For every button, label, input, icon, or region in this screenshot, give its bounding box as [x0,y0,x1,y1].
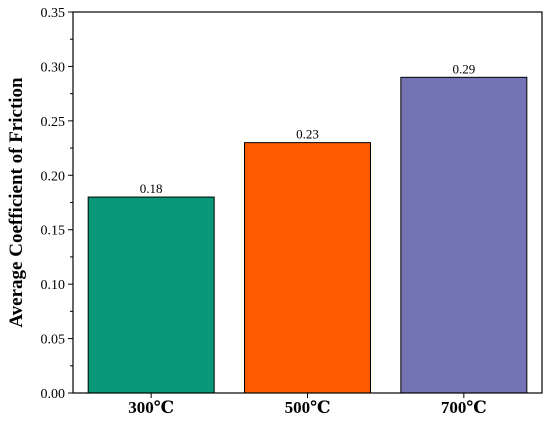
data-label-2: 0.29 [452,61,475,76]
data-label-1: 0.23 [296,127,319,142]
bar-0 [87,196,215,394]
y-tick-label-6: 0.30 [41,60,66,75]
data-label-0: 0.18 [140,181,163,196]
y-axis: 0.00 0.05 0.10 0.15 0.20 0.25 0.30 0.35 [41,6,73,402]
x-tick-label-0: 300℃ [128,398,174,417]
y-axis-title: Average Coefficient of Friction [6,77,27,328]
y-tick-label-3: 0.15 [41,224,66,239]
y-tick-label-7: 0.35 [41,6,66,21]
y-tick-label-2: 0.10 [41,278,66,293]
x-tick-label-1: 500℃ [285,398,331,417]
x-tick-label-2: 700℃ [441,398,487,417]
y-tick-label-5: 0.25 [41,115,66,130]
x-axis: 300℃ 500℃ 700℃ [128,393,487,417]
y-tick-label-0: 0.00 [41,387,66,402]
y-tick-label-4: 0.20 [41,169,66,184]
y-tick-label-1: 0.05 [41,333,66,348]
bars-layer: 0.18 0.23 0.29 [87,61,528,394]
bar-2 [400,76,528,394]
bar-1 [244,142,371,394]
